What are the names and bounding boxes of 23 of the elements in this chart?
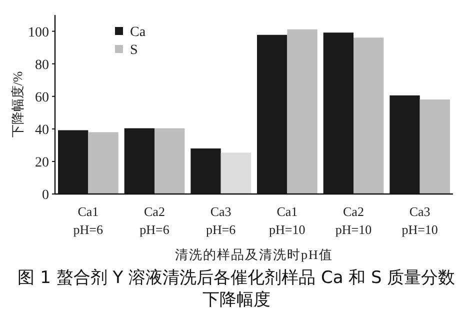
x-tick-label: Ca2 pH=6 xyxy=(140,204,170,237)
legend-label: Ca xyxy=(130,25,146,40)
y-axis-title: 下降幅度/% xyxy=(10,71,25,138)
bar xyxy=(88,132,118,194)
bar xyxy=(354,38,384,194)
y-tick-label: 20 xyxy=(35,155,49,170)
x-tick-label: Ca1 pH=10 xyxy=(269,204,306,237)
y-tick-label: 80 xyxy=(35,58,49,73)
x-tick-label: Ca3 pH=10 xyxy=(402,204,438,237)
x-axis-title: 清洗的样品及清洗时pH值 xyxy=(175,247,333,262)
x-tick-label: Ca3 pH=6 xyxy=(206,204,236,237)
y-tick-label: 60 xyxy=(35,90,49,106)
y-tick-label: 100 xyxy=(28,25,49,40)
legend-label: S xyxy=(130,43,138,58)
text: 图 1 螯合剂 Y 溶液清洗后各催化剂样品 Ca 和 S 质量分数下降幅度 xyxy=(16,267,456,311)
bar xyxy=(287,29,318,194)
y-tick-label: 40 xyxy=(35,122,49,138)
x-tick-label: Ca2 pH=10 xyxy=(335,204,372,237)
bar xyxy=(420,99,450,194)
y-tick-label: 0 xyxy=(42,188,49,203)
bar xyxy=(220,152,251,194)
bar xyxy=(154,128,185,194)
x-tick-label: Ca1 pH=6 xyxy=(73,204,104,237)
